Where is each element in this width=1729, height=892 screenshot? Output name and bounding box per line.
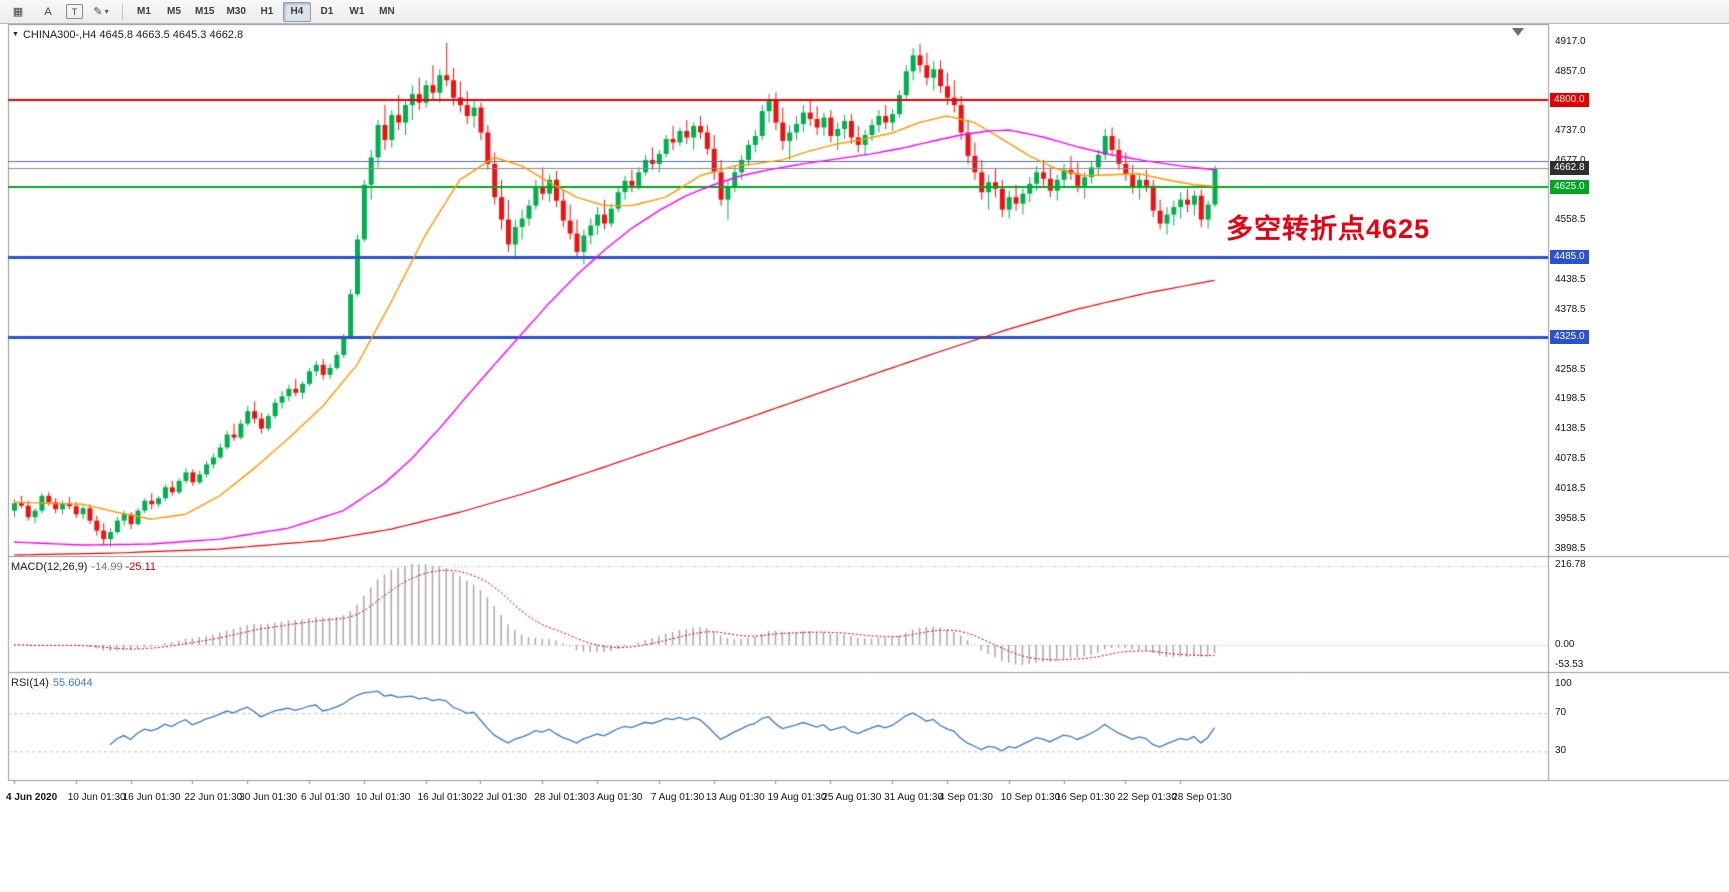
timeframe-mn-button[interactable]: MN [379, 6, 395, 17]
price-tag: 4800.0 [1550, 93, 1589, 108]
rsi-name: RSI(14) [11, 677, 49, 689]
chart-title-text: CHINA300-,H4 4645.8 4663.5 4645.3 4662.8 [22, 29, 244, 41]
time-label: 13 Aug 01:30 [705, 792, 765, 803]
price-tag: 4325.0 [1550, 329, 1589, 344]
chevron-down-icon: ▾ [104, 7, 109, 16]
time-label: 4 Sep 01:30 [938, 792, 993, 803]
macd-signal-value: -25.11 [125, 561, 156, 573]
price-tick-label: 4378.5 [1555, 303, 1586, 315]
time-label: 16 Jun 01:30 [122, 792, 181, 803]
timeframe-d1-button[interactable]: D1 [320, 6, 334, 17]
macd-axis-label: -53.53 [1555, 659, 1584, 670]
time-label: 16 Jul 01:30 [417, 792, 473, 803]
time-label: 22 Sep 01:30 [1117, 792, 1177, 803]
timeframe-w1-button[interactable]: W1 [349, 6, 365, 17]
price-tag: 4625.0 [1550, 180, 1589, 195]
timeframe-buttons-group: M1 M5 M15 M30 H1 H4 D1 W1 MN [129, 1, 402, 22]
annotation-text[interactable]: 多空转折点4625 [1226, 214, 1431, 244]
time-label: 22 Jun 01:30 [184, 792, 243, 803]
rsi-axis-label: 30 [1555, 745, 1567, 757]
timeframe-m15-button[interactable]: M15 [195, 6, 215, 17]
time-label: 7 Aug 01:30 [650, 792, 705, 803]
time-label: 31 Aug 01:30 [884, 792, 944, 803]
time-label: 10 Jun 01:30 [67, 792, 126, 803]
timeframe-h1-button[interactable]: H1 [260, 6, 274, 17]
symbol-dropdown-icon[interactable]: ▼ [12, 31, 19, 38]
price-tick-label: 4198.5 [1555, 393, 1586, 405]
price-tick-label: 4677.0 [1555, 155, 1586, 166]
time-axis[interactable]: 4 Jun 2020 10 Jun 01:30 16 Jun 01:30 22 Jun… [0, 780, 1548, 810]
time-label: 3 Aug 01:30 [589, 792, 643, 803]
macd-main-value: -14.99 [91, 561, 123, 573]
price-chart-canvas[interactable] [0, 24, 1729, 892]
time-label: 10 Jul 01:30 [355, 792, 411, 803]
rsi-axis-label: 70 [1555, 707, 1567, 719]
timeframe-m30-button[interactable]: M30 [226, 6, 246, 17]
timeframe-h4-button[interactable]: H4 [282, 1, 311, 22]
price-tag: 4485.0 [1550, 249, 1589, 264]
rsi-axis-label: 100 [1555, 678, 1572, 690]
cursor-tool-button[interactable]: A [44, 5, 52, 18]
top-toolbar: ▦ A T ✎ ▾ M1 M5 M15 M30 H1 H4 D1 W1 MN [0, 0, 1729, 24]
price-tick-label: 4917.0 [1555, 35, 1586, 47]
price-tick-label: 4857.0 [1555, 65, 1586, 77]
price-tick-label: 4078.5 [1555, 453, 1586, 465]
drawing-tools-group: ▦ A T ✎ ▾ [3, 2, 116, 22]
time-label: 4 Jun 2020 [6, 792, 58, 803]
rsi-indicator-title: RSI(14) 55.6044 [11, 677, 93, 689]
draw-tool-button[interactable]: ✎ ▾ [93, 6, 109, 18]
price-tick-label: 3958.5 [1555, 512, 1586, 524]
price-tag: 4662.8 [1550, 161, 1589, 176]
price-tick-label: 4018.5 [1555, 483, 1586, 495]
time-label: 22 Jul 01:30 [472, 792, 527, 803]
rsi-value: 55.6044 [52, 677, 93, 689]
toolbar-separator [122, 3, 123, 20]
macd-axis-label: 216.78 [1555, 559, 1586, 570]
price-tick-label: 4258.5 [1555, 363, 1586, 375]
time-label: 28 Jul 01:30 [534, 792, 589, 803]
time-label: 6 Jul 01:30 [300, 792, 350, 803]
time-label: 10 Sep 01:30 [1000, 792, 1061, 803]
time-label: 25 Aug 01:30 [822, 792, 882, 803]
macd-axis-label: 0.00 [1555, 638, 1575, 650]
price-tick-label: 4737.0 [1555, 125, 1586, 137]
price-tick-label: 4558.5 [1555, 214, 1586, 226]
time-label: 30 Jun 01:30 [239, 792, 298, 803]
timeframe-m1-button[interactable]: M1 [137, 6, 151, 17]
timeframe-m5-button[interactable]: M5 [167, 6, 181, 17]
text-tool-button[interactable]: T [66, 4, 83, 19]
price-tick-label: 4138.5 [1555, 423, 1586, 435]
time-label: 16 Sep 01:30 [1055, 792, 1116, 803]
price-axis[interactable]: 4917.0 4857.0 4737.0 4677.0 4558.5 4438.5 4378… [1548, 24, 1729, 810]
macd-name: MACD(12,26,9) [11, 561, 88, 573]
macd-indicator-title: MACD(12,26,9) -14.99 -25.11 [11, 561, 156, 573]
time-label: 19 Aug 01:30 [767, 792, 827, 803]
chart-mode-button[interactable]: ▦ [12, 6, 24, 18]
price-tick-label: 4438.5 [1555, 274, 1586, 286]
price-tick-label: 3898.5 [1555, 542, 1586, 554]
chart-region: ▼ CHINA300-,H4 4645.8 4663.5 4645.3 4662.… [0, 24, 1729, 892]
time-label: 28 Sep 01:30 [1172, 792, 1232, 803]
chart-shift-marker[interactable] [1512, 28, 1524, 36]
chart-title: ▼ CHINA300-,H4 4645.8 4663.5 4645.3 4662.… [12, 29, 243, 41]
